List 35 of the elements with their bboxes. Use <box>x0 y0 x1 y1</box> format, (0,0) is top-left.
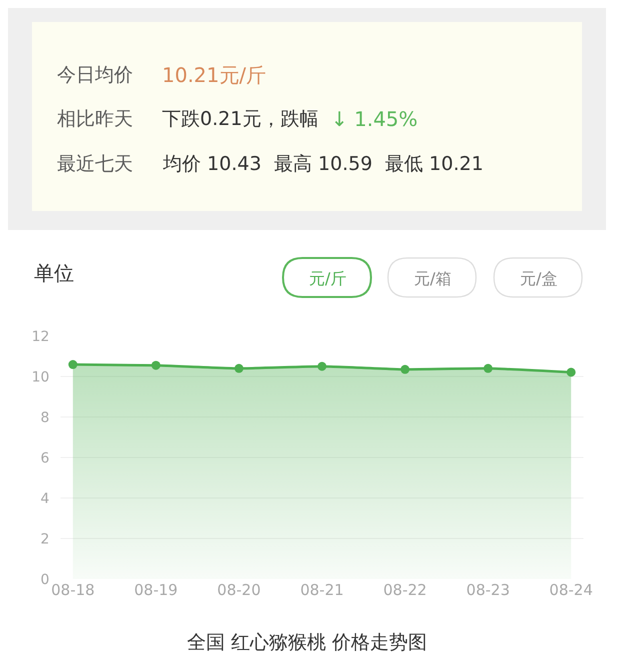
text: 元/盒 <box>520 269 558 288</box>
x-tick-label: 08-20 <box>217 581 261 599</box>
x-tick-label: 08-22 <box>383 581 427 599</box>
text: 元/箱 <box>414 269 452 288</box>
y-tick-label: 0 <box>40 572 50 588</box>
x-tick-label: 08-23 <box>466 581 510 599</box>
text: 全国 红心猕猴桃 价格走势图 <box>186 632 428 654</box>
y-tick-label: 10 <box>32 369 50 386</box>
x-tick-label: 08-24 <box>549 581 593 599</box>
point <box>484 364 493 373</box>
text: 元/斤 <box>309 269 346 288</box>
text: ↓ 1.45% <box>331 107 418 131</box>
point <box>234 364 244 373</box>
text: 最高 10.59 <box>274 153 372 175</box>
text: 最低 10.21 <box>385 153 484 175</box>
text: 单位 <box>34 261 74 285</box>
text: 相比昨天 <box>57 108 133 130</box>
point <box>68 360 78 370</box>
y-tick-label: 12 <box>32 328 50 345</box>
text: 10.21元/斤 <box>162 63 266 87</box>
x-tick-label: 08-19 <box>134 581 178 599</box>
point <box>151 360 160 370</box>
y-tick-label: 2 <box>40 531 50 548</box>
x-tick-label: 08-18 <box>51 581 95 599</box>
text: 最近七天 <box>57 153 133 175</box>
y-tick-label: 8 <box>40 410 50 426</box>
text: 均价 10.43 <box>162 153 262 175</box>
text: 今日均价 <box>57 64 133 86</box>
y-tick-label: 4 <box>40 490 50 507</box>
point <box>566 368 576 377</box>
point <box>400 364 410 374</box>
point <box>318 362 326 371</box>
text: 下跌0.21元，跌幅 <box>162 108 318 130</box>
x-tick-label: 08-21 <box>300 581 344 599</box>
y-tick-label: 6 <box>40 450 50 466</box>
